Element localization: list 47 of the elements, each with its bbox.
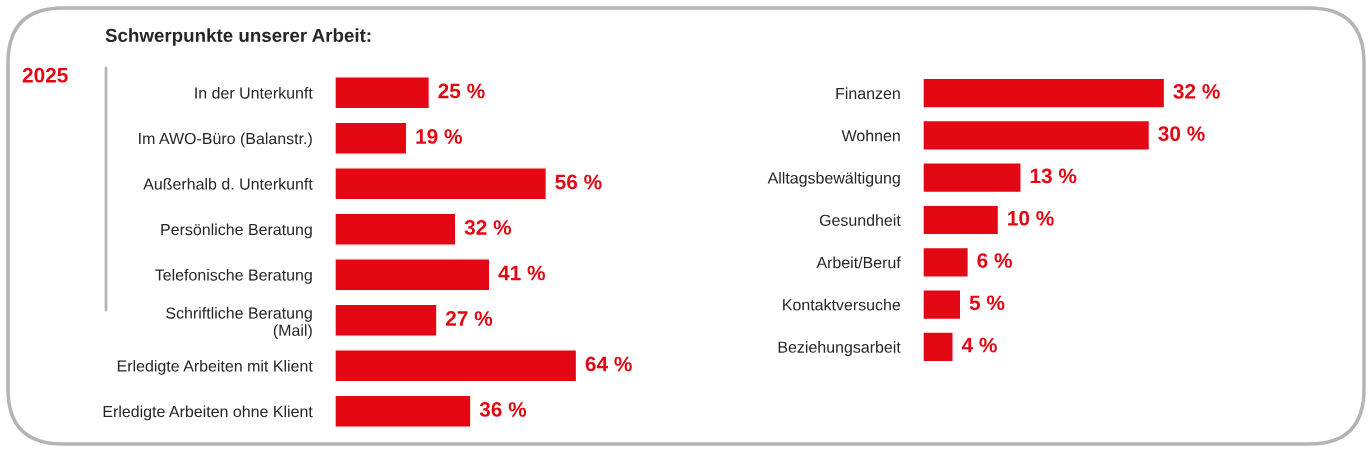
- bar: [923, 77, 1166, 109]
- bar: [335, 212, 457, 246]
- bar: [923, 289, 962, 321]
- bar: [923, 204, 1000, 236]
- y-tick-label: Erledigte Arbeiten ohne Klient: [103, 405, 313, 421]
- y-tick-label: Im AWO-Büro (Balanstr.): [139, 132, 312, 148]
- data-label: 56 %: [555, 174, 602, 190]
- y-tick-label: Wohnen: [841, 129, 900, 142]
- data-label: 19 %: [416, 129, 462, 144]
- data-label: 32 %: [1173, 83, 1220, 99]
- y-tick-label: Arbeit/Beruf: [816, 256, 901, 269]
- data-label: 5 %: [969, 295, 1005, 311]
- data-label: 25 %: [438, 83, 485, 99]
- bar: [335, 167, 548, 201]
- y-tick-label: Erledigte Arbeiten mit Klient: [117, 359, 313, 375]
- bar: [335, 394, 472, 428]
- y-tick-label: Außerhalb d. Unterkunft: [143, 177, 313, 190]
- data-label: 32 %: [464, 220, 512, 235]
- bar: [335, 258, 491, 292]
- data-label: 6 %: [977, 253, 1012, 268]
- data-label: 4 %: [961, 337, 997, 353]
- bar: [335, 76, 431, 110]
- y-tick-label: Schriftliche Beratung (Mail): [166, 307, 312, 340]
- y-tick-label: Finanzen: [836, 87, 900, 100]
- data-label: 30 %: [1158, 126, 1205, 142]
- bar: [335, 121, 408, 155]
- y-tick-label: In der Unterkunft: [195, 86, 313, 99]
- text: 2025: [22, 67, 68, 83]
- y-tick-label: Gesundheit: [819, 214, 901, 226]
- bar: [923, 119, 1151, 151]
- y-tick-label: Beziehungsarbeit: [778, 341, 901, 356]
- bar: [335, 349, 578, 383]
- bar: [923, 246, 969, 278]
- y-tick-label: Alltagsbewältigung: [767, 171, 900, 187]
- data-label: 64 %: [585, 356, 632, 372]
- chart-title: Schwerpunkte unserer Arbeit:: [105, 28, 371, 46]
- y-tick-label: Telefonische Beratung: [155, 268, 312, 284]
- data-label: 10 %: [1008, 210, 1054, 226]
- y-tick-label: Persönliche Beratung: [161, 223, 312, 239]
- data-label: 27 %: [445, 311, 493, 326]
- data-label: 41 %: [498, 265, 546, 281]
- bar: [923, 331, 954, 363]
- bar: [335, 303, 438, 337]
- y-tick-label: Kontaktversuche: [783, 298, 901, 311]
- data-label: 13 %: [1030, 168, 1077, 184]
- bar: [923, 162, 1022, 194]
- data-label: 36 %: [479, 402, 527, 417]
